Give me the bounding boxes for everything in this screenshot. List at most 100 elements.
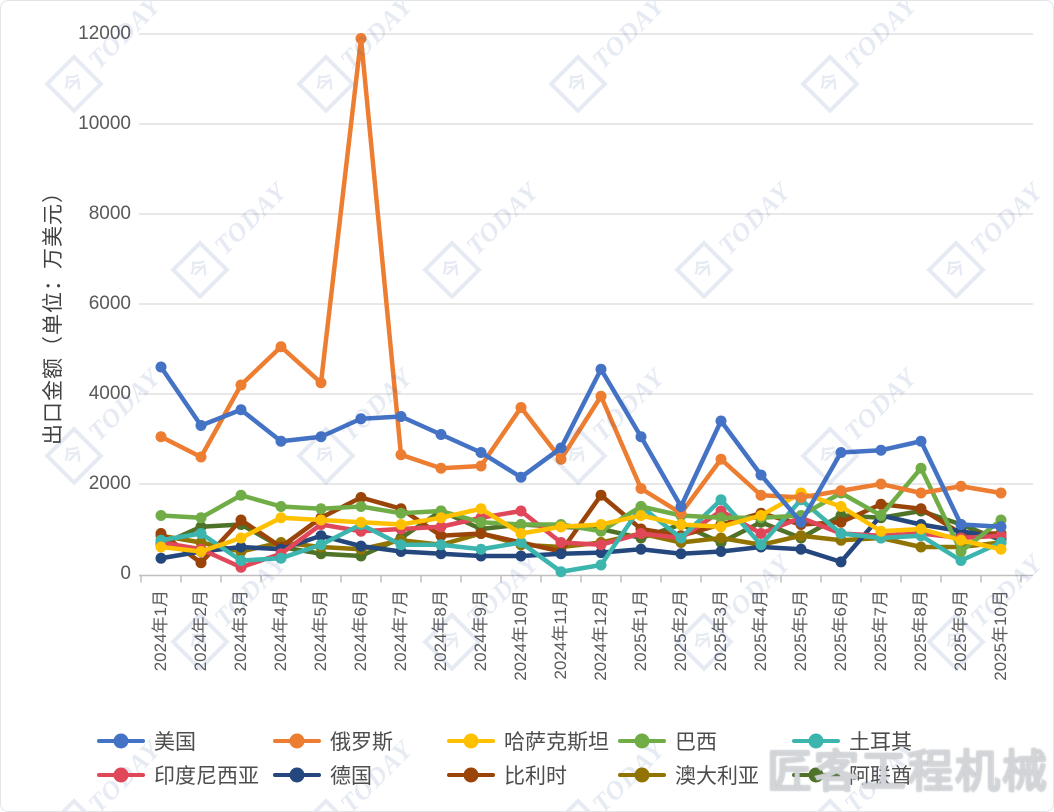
data-point <box>275 435 287 447</box>
data-point <box>635 431 647 443</box>
data-point <box>275 501 287 512</box>
data-point <box>955 480 967 492</box>
data-point <box>755 469 767 481</box>
data-point <box>915 462 927 474</box>
data-point <box>875 525 887 537</box>
data-point <box>435 462 447 474</box>
data-point <box>635 528 647 539</box>
data-point <box>995 543 1007 555</box>
data-point <box>595 539 607 551</box>
data-point <box>715 494 727 506</box>
data-point <box>675 501 687 512</box>
data-point <box>195 528 207 539</box>
data-point <box>595 390 607 402</box>
data-point <box>595 547 607 559</box>
data-point <box>515 471 527 483</box>
data-point <box>955 519 967 530</box>
data-point <box>835 516 847 528</box>
data-point <box>155 552 167 564</box>
data-point <box>915 503 927 515</box>
data-point <box>515 402 527 413</box>
data-point <box>715 453 727 465</box>
series-line-俄罗斯 <box>158 36 1004 516</box>
data-point <box>475 528 487 539</box>
data-point <box>315 514 327 526</box>
data-point <box>795 530 807 542</box>
data-point <box>635 501 647 512</box>
data-point <box>515 528 527 539</box>
data-point <box>555 537 567 548</box>
data-point <box>875 444 887 456</box>
series-line-德国 <box>158 513 1004 565</box>
y-tick-label: 10000 <box>78 113 131 134</box>
y-tick-label: 4000 <box>88 383 131 404</box>
data-point <box>915 523 927 535</box>
data-point <box>195 451 207 463</box>
data-point <box>715 521 727 533</box>
data-point <box>235 514 247 526</box>
data-point <box>715 512 727 524</box>
data-point <box>955 546 967 557</box>
data-point <box>475 516 487 528</box>
data-point <box>515 505 527 517</box>
data-point <box>475 543 487 555</box>
data-point <box>635 483 647 494</box>
data-point <box>155 510 167 521</box>
data-point <box>795 492 807 503</box>
data-point <box>875 498 887 510</box>
data-point <box>915 487 927 499</box>
data-point <box>235 404 247 416</box>
series-line-土耳其 <box>158 497 1004 574</box>
data-point <box>395 449 407 461</box>
y-tick-label: 12000 <box>78 23 131 44</box>
data-point <box>355 33 367 44</box>
data-point <box>675 548 687 560</box>
data-point <box>155 361 167 373</box>
data-point <box>595 363 607 375</box>
data-point <box>435 429 447 440</box>
data-point <box>435 539 447 551</box>
data-point <box>555 442 567 454</box>
data-point <box>555 453 567 465</box>
data-point <box>315 530 327 542</box>
data-point <box>555 548 567 560</box>
data-point <box>755 510 767 521</box>
data-point <box>235 379 247 391</box>
data-point <box>875 510 887 521</box>
data-point <box>715 415 727 427</box>
data-point <box>915 541 927 553</box>
data-point <box>755 528 767 539</box>
data-point <box>315 539 327 551</box>
data-point <box>315 377 327 389</box>
data-point <box>835 556 847 568</box>
data-point <box>395 507 407 519</box>
data-point <box>955 534 967 546</box>
series-line-美国 <box>158 364 1004 529</box>
data-point <box>995 521 1007 533</box>
data-point <box>195 546 207 557</box>
data-point <box>475 460 487 472</box>
data-point <box>715 546 727 557</box>
data-point <box>195 512 207 524</box>
data-point <box>315 503 327 515</box>
data-point <box>835 447 847 458</box>
data-point <box>555 566 567 578</box>
data-point <box>955 555 967 566</box>
data-point <box>475 447 487 458</box>
data-point <box>435 548 447 560</box>
data-point <box>355 540 367 552</box>
data-point <box>475 503 487 515</box>
data-point <box>795 543 807 555</box>
data-point <box>515 519 527 530</box>
y-tick-label: 8000 <box>88 203 131 224</box>
data-point <box>195 557 207 569</box>
data-point <box>155 431 167 443</box>
data-point <box>235 532 247 544</box>
data-point <box>515 537 527 548</box>
data-point <box>355 516 367 528</box>
data-point <box>715 532 727 544</box>
data-point <box>315 431 327 443</box>
data-point <box>235 541 247 553</box>
y-tick-label: 2000 <box>88 473 131 494</box>
